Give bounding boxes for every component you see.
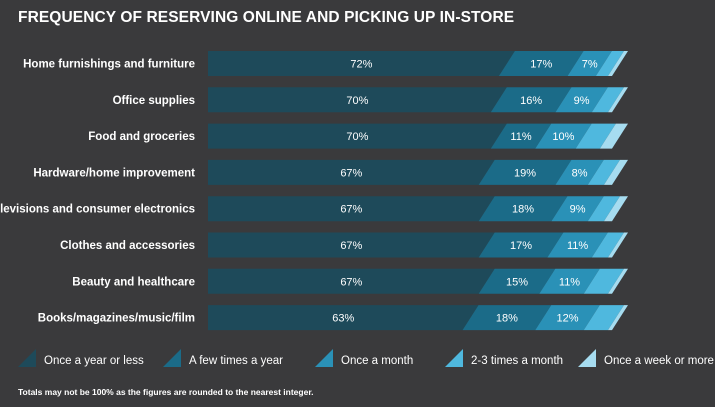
bar-segment [551,196,604,222]
legend: Once a year or less A few times a year Onc… [18,349,714,367]
category-label: Food and groceries [88,131,195,143]
bar-segment [208,123,507,149]
data-label: 8% [572,167,588,179]
data-label: 70% [346,131,368,143]
legend-swatch [163,349,181,367]
category-label: Televisions and consumer electronics [0,204,195,216]
legend-label: Once a month [341,355,413,367]
bar-segment [603,196,628,222]
bar-segment [535,123,592,149]
data-label: 67% [340,276,362,288]
legend-swatch [18,349,36,367]
bar-segment [575,123,616,149]
data-label: 67% [340,167,362,179]
data-label: 63% [332,313,354,325]
legend-swatch [445,349,463,367]
bar-segment [591,87,624,113]
data-label: 11% [510,131,531,143]
bars-layer [208,51,628,331]
legend-swatch [315,349,333,367]
bar-segment [208,232,495,258]
legend-label: A few times a year [189,355,283,367]
bar-segment [591,232,624,258]
bar-segment [535,305,600,331]
legend-label: Once a week or more [604,355,714,367]
bar-segment [208,305,479,331]
legend-label: 2-3 times a month [471,355,563,367]
data-label: 19% [514,167,536,179]
data-label: 9% [570,204,586,216]
bar-segment [599,123,628,149]
data-label: 67% [340,240,362,252]
bar-segment [539,268,600,294]
category-label: Books/magazines/music/film [38,313,195,325]
category-label: Clothes and accessories [60,240,195,252]
data-label: 17% [510,240,532,252]
bar-segment [462,305,552,331]
footnote: Totals may not be 100% as the figures ar… [18,387,314,397]
chart-title: FREQUENCY OF RESERVING ONLINE AND PICKIN… [18,9,515,26]
legend-swatch [578,349,596,367]
data-label: 70% [346,95,368,107]
bar-segment [587,196,620,222]
bar-segment [555,159,604,185]
data-label: 16% [520,95,542,107]
bar-segment [490,87,572,113]
value-labels: 72% 17% 7% 70% 16% 9% 70% 11% 10% 67% 19% 8% 67% 18% 9… [332,59,598,325]
bar-segment [478,268,556,294]
data-label: 17% [530,59,552,71]
bar-segment [498,51,584,76]
bar-segment [555,87,608,113]
data-label: 11% [559,276,580,288]
category-label: Hardware/home improvement [33,167,195,179]
bar-segment [490,123,552,149]
bar-segment [607,232,628,258]
category-label: Home furnishings and furniture [23,59,195,71]
bar-segment [208,268,495,294]
category-label: Beauty and healthcare [72,276,195,288]
data-label: 72% [350,59,372,71]
data-label: 18% [512,204,534,216]
bar-segment [607,268,628,294]
bar-segment [478,196,568,222]
bar-segment [208,87,507,113]
bar-segment [603,159,628,185]
bar-segment [547,232,608,258]
bar-segment [607,87,628,113]
data-label: 18% [496,313,518,325]
data-label: 9% [574,95,590,107]
bar-segment [583,305,624,331]
legend-label: Once a year or less [44,355,144,367]
category-label: Office supplies [113,95,195,107]
bar-segment [208,51,515,76]
data-label: 15% [506,276,528,288]
data-label: 10% [552,131,574,143]
bar-segment [208,159,495,185]
bar-segment [567,51,612,76]
data-label: 12% [556,313,578,325]
bar-segment [607,51,628,76]
bar-segment [478,232,564,258]
bar-segment [595,51,624,76]
data-label: 7% [582,59,598,71]
bar-segment [478,159,572,185]
data-label: 67% [340,204,362,216]
category-labels: Home furnishings and furniture Office sup… [0,59,195,325]
bar-segment [583,268,624,294]
data-label: 11% [567,240,588,252]
bar-segment [208,196,495,222]
bar-segment [587,159,620,185]
bar-segment [607,305,628,331]
